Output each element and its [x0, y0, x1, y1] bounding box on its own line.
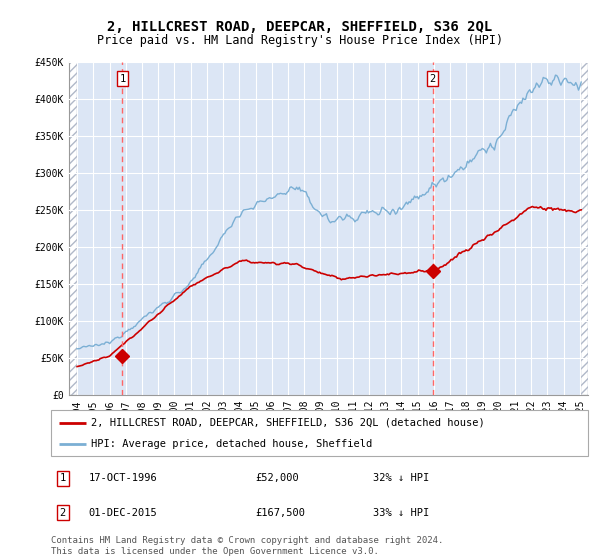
Text: 2, HILLCREST ROAD, DEEPCAR, SHEFFIELD, S36 2QL (detached house): 2, HILLCREST ROAD, DEEPCAR, SHEFFIELD, S… [91, 418, 485, 428]
Text: 1: 1 [59, 473, 66, 483]
Text: £52,000: £52,000 [255, 473, 299, 483]
Text: 17-OCT-1996: 17-OCT-1996 [89, 473, 157, 483]
Text: £167,500: £167,500 [255, 508, 305, 517]
FancyBboxPatch shape [51, 410, 588, 456]
Text: 32% ↓ HPI: 32% ↓ HPI [373, 473, 430, 483]
Text: Contains HM Land Registry data © Crown copyright and database right 2024.
This d: Contains HM Land Registry data © Crown c… [51, 536, 443, 556]
Text: 2, HILLCREST ROAD, DEEPCAR, SHEFFIELD, S36 2QL: 2, HILLCREST ROAD, DEEPCAR, SHEFFIELD, S… [107, 20, 493, 34]
Text: 2: 2 [59, 508, 66, 517]
Text: 33% ↓ HPI: 33% ↓ HPI [373, 508, 430, 517]
Text: HPI: Average price, detached house, Sheffield: HPI: Average price, detached house, Shef… [91, 439, 373, 449]
Text: 1: 1 [119, 73, 125, 83]
Text: 2: 2 [430, 73, 436, 83]
Text: Price paid vs. HM Land Registry's House Price Index (HPI): Price paid vs. HM Land Registry's House … [97, 34, 503, 46]
Text: 01-DEC-2015: 01-DEC-2015 [89, 508, 157, 517]
